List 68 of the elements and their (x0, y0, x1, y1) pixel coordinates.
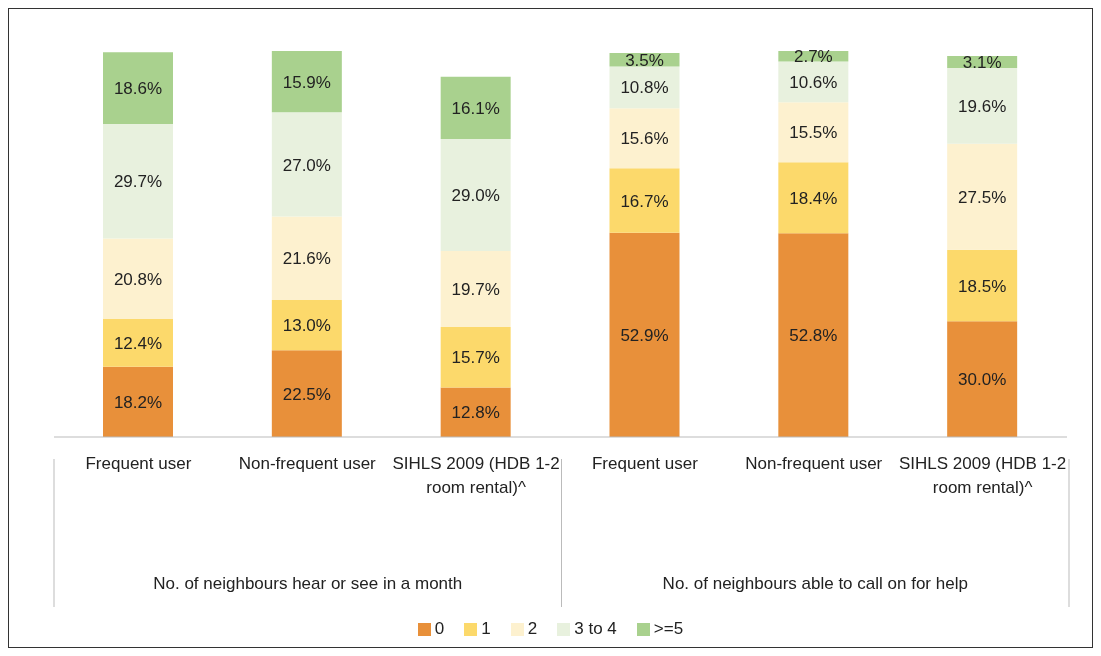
data-label: 18.6% (113, 79, 163, 99)
bar (271, 112, 342, 217)
bar (440, 326, 511, 388)
data-label: 18.4% (789, 188, 838, 208)
x-tick-label: Non-frequent user (238, 454, 377, 474)
bar (947, 67, 1018, 144)
bar (271, 299, 342, 351)
data-label: 12.4% (113, 333, 163, 353)
bar (947, 143, 1018, 250)
data-label: 12.8% (451, 403, 500, 423)
data-label: 29.7% (113, 172, 163, 192)
bar (103, 318, 173, 367)
data-label: 16.7% (620, 191, 669, 211)
bar (440, 250, 511, 327)
legend-label: >=5 (653, 619, 684, 638)
data-label: 18.2% (113, 392, 163, 412)
bar (271, 51, 342, 113)
data-label: 15.9% (282, 72, 331, 92)
data-label: 15.7% (451, 348, 500, 368)
text: No. of neighbours able to call on for help (662, 574, 968, 593)
data-label: 27.5% (958, 187, 1007, 207)
data-label: 10.8% (620, 78, 669, 98)
data-label: 29.0% (451, 186, 500, 206)
data-label: 19.6% (958, 96, 1007, 116)
data-label: 20.8% (113, 269, 163, 289)
bar (609, 232, 680, 437)
bar (103, 123, 173, 239)
data-label: 22.5% (282, 384, 331, 404)
data-label: 15.5% (789, 123, 838, 143)
data-label: 30.0% (958, 370, 1007, 390)
data-label: 2.7% (793, 47, 833, 67)
data-label: 52.8% (789, 326, 838, 346)
bar (609, 108, 680, 169)
bar (609, 66, 680, 109)
bar (947, 249, 1018, 322)
data-label: 52.9% (620, 325, 669, 345)
legend-label: 1 (481, 619, 491, 638)
bar (103, 238, 173, 319)
data-label: 3.1% (962, 53, 1002, 73)
bar (271, 216, 342, 300)
data-label: 18.5% (958, 276, 1007, 296)
legend-label: 0 (434, 619, 445, 638)
bar (609, 168, 680, 233)
data-label: 10.6% (789, 72, 838, 92)
bar (947, 321, 1018, 437)
x-tick-label: Frequent user (85, 454, 192, 474)
bar (778, 102, 849, 163)
bar (778, 162, 849, 234)
bar (103, 52, 173, 124)
data-label: 21.6% (282, 249, 331, 269)
data-label: 15.6% (620, 129, 669, 149)
x-tick-label: SIHLS 2009 (HDB 1-2 room rental)^ (898, 454, 1067, 498)
data-label: 16.1% (451, 98, 500, 118)
data-label: 19.7% (451, 280, 500, 299)
text: No. of neighbours hear or see in a month (153, 574, 463, 593)
data-label: 3.5% (625, 50, 664, 70)
x-tick-label: SIHLS 2009 (HDB 1-2 room rental)^ (392, 454, 560, 498)
bar (440, 139, 511, 251)
x-tick-label: Frequent user (591, 454, 699, 474)
legend-label: 3 to 4 (574, 619, 617, 638)
bar (103, 366, 173, 437)
data-label: 13.0% (282, 316, 331, 336)
legend-label: 2 (527, 619, 538, 638)
bar (440, 76, 511, 140)
data-label: 27.0% (282, 155, 331, 175)
bar (271, 350, 342, 437)
bar (778, 233, 849, 437)
x-tick-label: Non-frequent user (745, 454, 883, 474)
